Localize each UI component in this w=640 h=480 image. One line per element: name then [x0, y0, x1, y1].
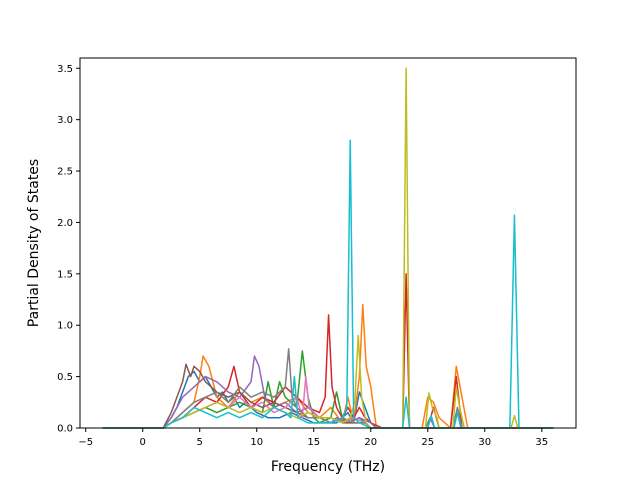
y-tick-label: 3.5 — [57, 64, 73, 75]
y-tick-label: 1.0 — [57, 321, 73, 332]
y-tick-label: 2.5 — [57, 167, 73, 178]
x-axis-label: Frequency (THz) — [271, 459, 385, 475]
x-tick-label: 25 — [421, 437, 434, 448]
y-tick-label: 0.5 — [57, 372, 73, 383]
x-tick-label: 35 — [535, 437, 548, 448]
y-axis: 0.0 0.5 1.0 1.5 2.0 2.5 3.0 3.5 — [57, 64, 80, 435]
x-axis: −5 0 5 10 15 20 25 30 35 — [78, 428, 548, 448]
y-tick-label: 1.5 — [57, 269, 73, 280]
series-line-2 — [102, 303, 554, 429]
series-line-9 — [102, 67, 554, 429]
x-tick-label: −5 — [78, 437, 93, 448]
x-tick-label: 20 — [364, 437, 377, 448]
x-tick-label: 0 — [140, 437, 146, 448]
x-tick-label: 10 — [250, 437, 263, 448]
x-tick-label: 15 — [307, 437, 320, 448]
x-tick-label: 5 — [197, 437, 203, 448]
y-tick-label: 3.0 — [57, 115, 73, 126]
y-tick-label: 0.0 — [57, 424, 73, 435]
y-axis-label: Partial Density of States — [26, 159, 42, 327]
x-tick-label: 30 — [478, 437, 491, 448]
plot-frame — [79, 57, 577, 429]
y-tick-label: 2.0 — [57, 218, 73, 229]
